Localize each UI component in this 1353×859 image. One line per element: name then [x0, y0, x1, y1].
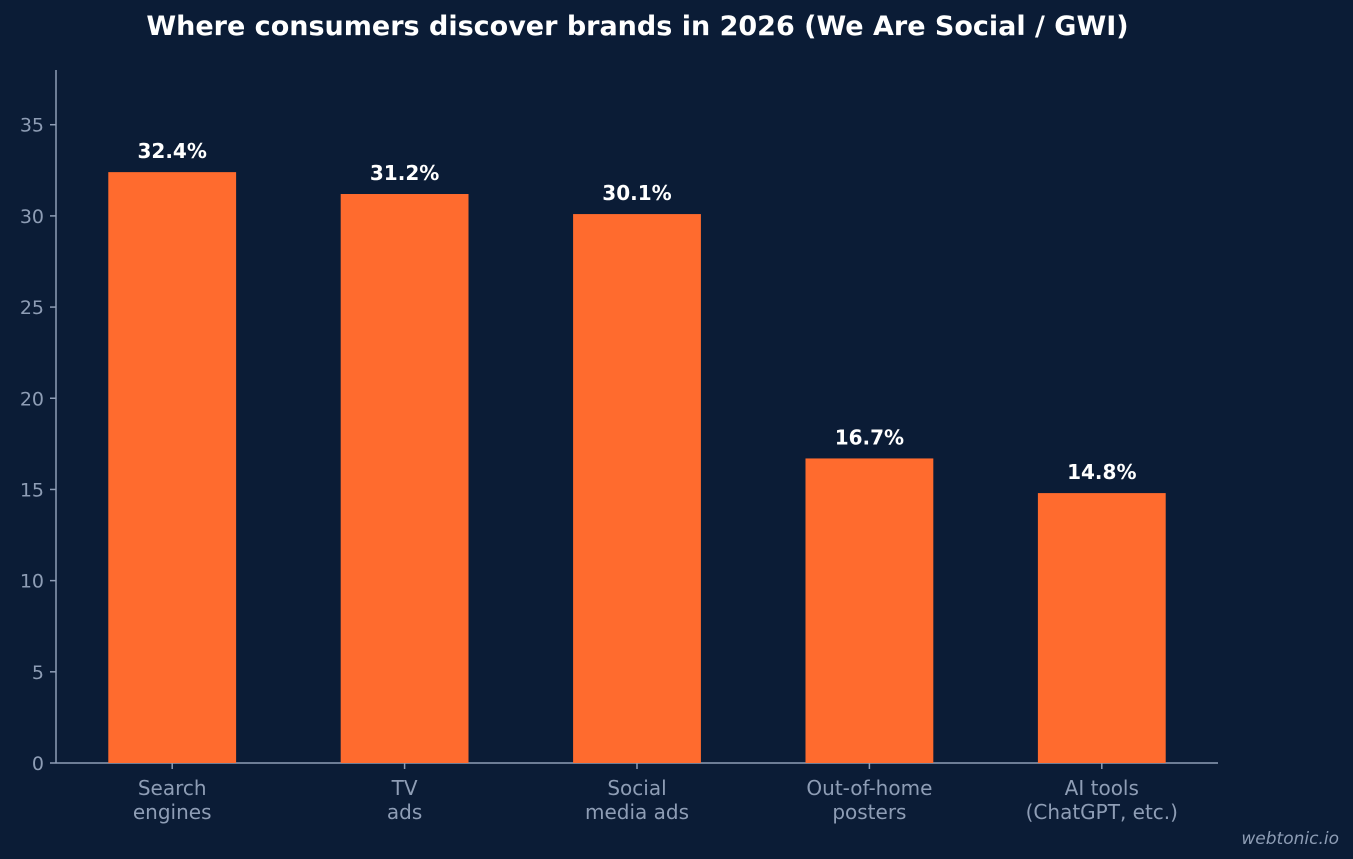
x-tick-label: Social media ads [585, 776, 689, 824]
bar [108, 172, 237, 763]
x-axis: Search engines TV ads Social media ads Out-of-… [56, 762, 1218, 824]
y-tick-label: 5 [32, 662, 44, 684]
chart-title: Where consumers discover brands in 2026 … [146, 11, 1129, 42]
y-tick-label: 35 [20, 115, 44, 137]
y-tick-label: 20 [20, 388, 44, 410]
bars: 32.4% 31.2% 30.1% 16.7% 14.8% [108, 139, 1166, 764]
bar-value-label: 14.8% [1067, 460, 1136, 484]
bar-value-label: 16.7% [835, 425, 904, 449]
bar [805, 458, 934, 763]
bar-value-label: 31.2% [370, 161, 439, 185]
y-tick-label: 0 [32, 753, 44, 775]
bar [340, 194, 469, 764]
x-tick-label: Out-of-home posters [806, 776, 932, 824]
y-tick-label: 25 [20, 297, 44, 319]
bar-value-label: 30.1% [602, 181, 671, 205]
y-tick-label: 10 [20, 571, 44, 593]
y-axis: 0 5 10 15 20 25 30 35 [20, 70, 57, 775]
bar [1037, 493, 1166, 763]
bar-value-label: 32.4% [138, 139, 207, 163]
y-tick-label: 15 [20, 479, 44, 501]
watermark-text: webtonic.io [1241, 829, 1339, 849]
bar [573, 214, 701, 764]
x-tick-label: TV ads [387, 776, 422, 824]
x-tick-label: Search engines [133, 776, 212, 824]
y-tick-label: 30 [20, 206, 44, 228]
x-tick-label: AI tools (ChatGPT, etc.) [1026, 776, 1178, 824]
